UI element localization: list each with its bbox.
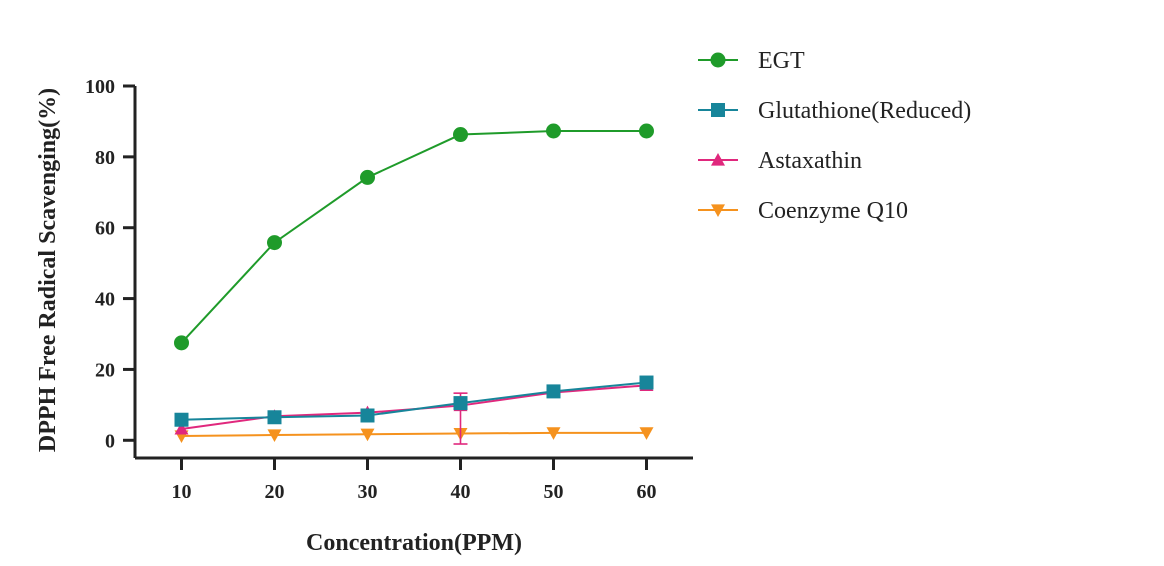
data-point-astaxathin bbox=[174, 421, 189, 435]
data-point-coenzyme-q10 bbox=[546, 427, 561, 440]
x-tick-label: 50 bbox=[544, 481, 564, 503]
data-point-coenzyme-q10 bbox=[267, 429, 282, 442]
legend-label: EGT bbox=[758, 48, 805, 74]
tick-labels: 0 20 40 60 80 100 10 20 30 40 50 60 bbox=[85, 76, 657, 503]
legend-marker bbox=[710, 52, 726, 68]
series-line-egt bbox=[180, 129, 647, 344]
series-coenzyme-q10 bbox=[174, 427, 654, 444]
data-point-coenzyme-q10 bbox=[639, 427, 654, 440]
series-line-coenzyme-q10 bbox=[181, 431, 647, 438]
data-point-coenzyme-q10 bbox=[360, 428, 375, 442]
legend-marker bbox=[711, 103, 725, 117]
chart-axes bbox=[123, 84, 693, 470]
y-tick-label: 60 bbox=[95, 218, 115, 240]
x-tick-label: 10 bbox=[172, 481, 192, 503]
x-tick-label: 60 bbox=[637, 481, 657, 503]
legend-item-egt: EGT bbox=[698, 48, 805, 74]
data-point-glutathione-reduced bbox=[639, 375, 654, 390]
series-egt bbox=[174, 123, 654, 351]
x-axis-title: Concentration(PPM) bbox=[306, 530, 522, 556]
legend-label: Glutathione(Reduced) bbox=[758, 98, 971, 124]
legend-marker bbox=[711, 153, 725, 166]
y-tick-label: 100 bbox=[85, 76, 115, 98]
y-tick-label: 40 bbox=[95, 289, 115, 311]
data-point-glutathione-reduced bbox=[174, 412, 189, 427]
chart-legend: EGT Glutathione(Reduced) Astaxathin Coenzym… bbox=[698, 48, 971, 224]
data-point-glutathione-reduced bbox=[360, 408, 375, 423]
data-point-glutathione-reduced bbox=[546, 384, 561, 399]
legend-item-astaxathin: Astaxathin bbox=[698, 148, 862, 174]
data-point-egt bbox=[174, 335, 189, 351]
data-point-egt bbox=[360, 169, 375, 185]
data-point-egt bbox=[267, 235, 282, 251]
x-tick-label: 20 bbox=[265, 481, 285, 503]
legend-marker bbox=[711, 204, 725, 217]
series-line-astaxathin bbox=[181, 384, 647, 430]
data-point-egt bbox=[639, 123, 654, 139]
y-axis-title: DPPH Free Radical Scavenging(%) bbox=[35, 88, 61, 452]
data-series bbox=[174, 123, 654, 445]
x-tick-label: 40 bbox=[451, 481, 471, 503]
series-line-glutathione-reduced bbox=[181, 381, 647, 421]
data-point-egt bbox=[453, 127, 468, 143]
legend-item-coenzyme-q10: Coenzyme Q10 bbox=[698, 198, 908, 224]
data-point-glutathione-reduced bbox=[267, 410, 282, 425]
data-point-egt bbox=[546, 123, 561, 139]
y-tick-label: 0 bbox=[105, 430, 115, 452]
x-tick-label: 30 bbox=[358, 481, 378, 503]
legend-item-glutathione-reduced: Glutathione(Reduced) bbox=[698, 98, 971, 124]
y-tick-label: 20 bbox=[95, 359, 115, 381]
data-point-glutathione-reduced bbox=[453, 396, 468, 411]
series-glutathione-reduced bbox=[174, 375, 654, 427]
legend-label: Coenzyme Q10 bbox=[758, 198, 908, 224]
legend-label: Astaxathin bbox=[758, 148, 862, 174]
y-tick-label: 80 bbox=[95, 147, 115, 169]
